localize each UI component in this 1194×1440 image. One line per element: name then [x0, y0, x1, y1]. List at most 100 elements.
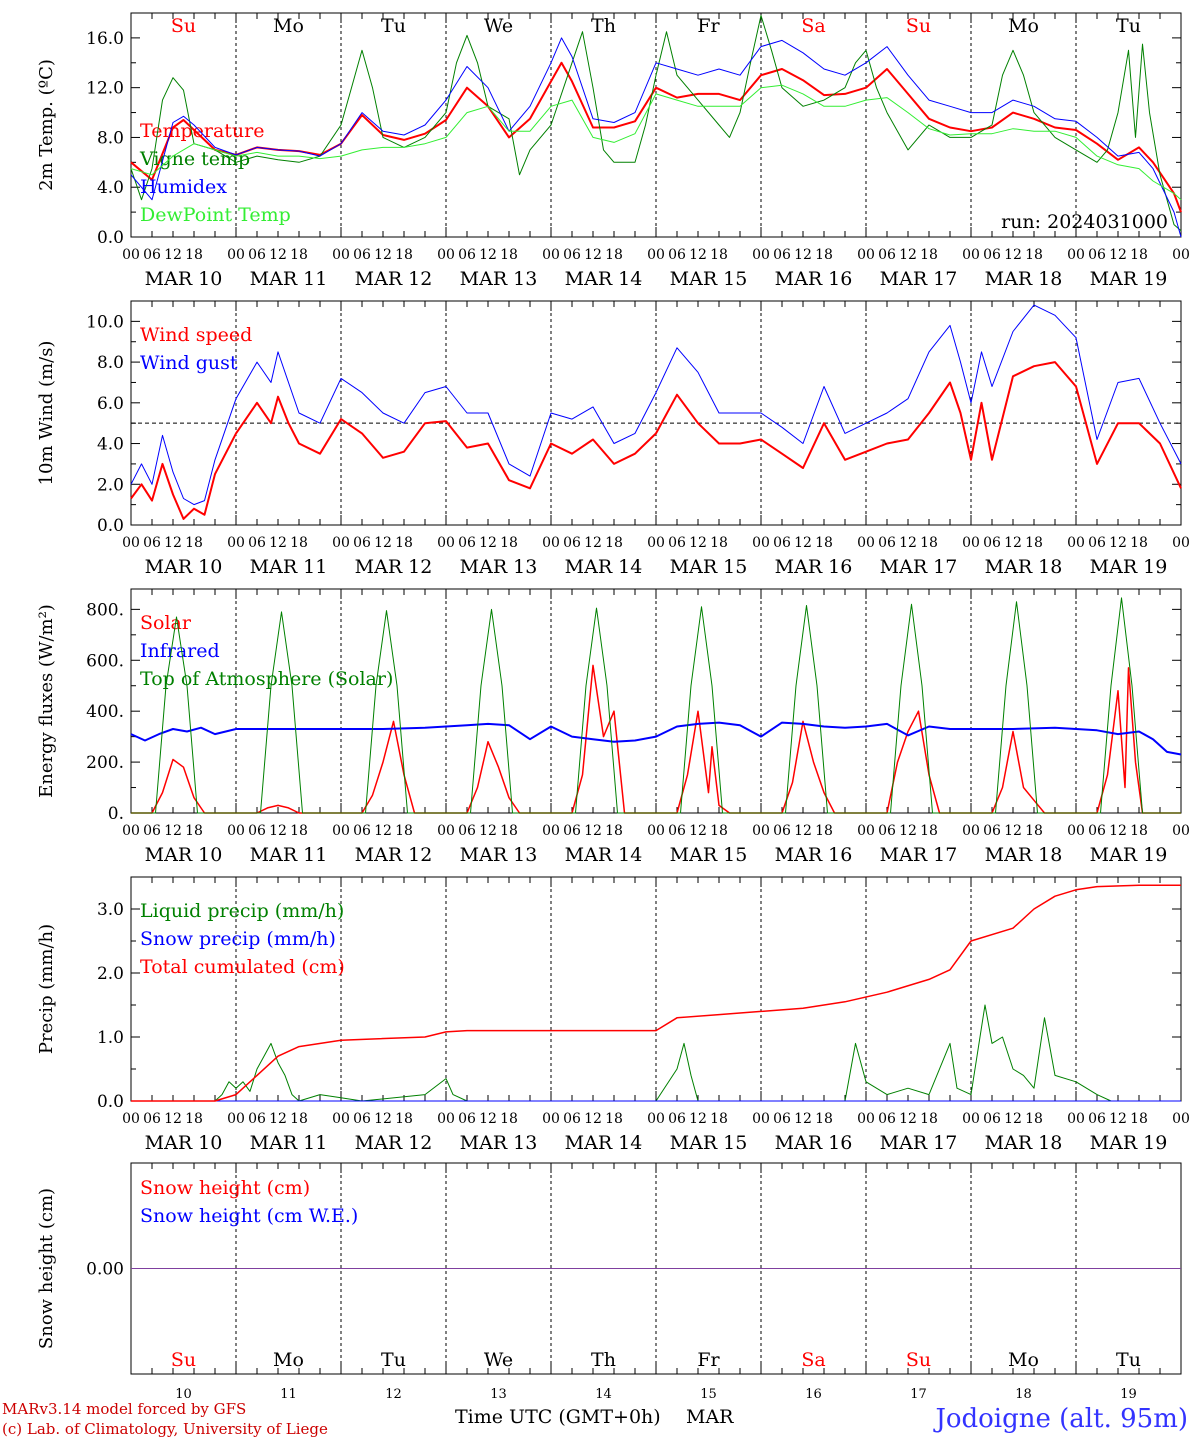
energy-hour-label: 00 [437, 823, 455, 839]
temp-hour-label: 00 [857, 247, 875, 263]
energy-legend-entry: Solar [140, 612, 192, 634]
precip-hour-label: 12 [1109, 1111, 1127, 1127]
precip-hour-label: 12 [899, 1111, 917, 1127]
wind-hour-label: 00 [437, 535, 455, 551]
energy-hour-label: 06 [668, 823, 686, 839]
wind-hour-label: 06 [353, 535, 371, 551]
temp-hour-label: 12 [374, 247, 392, 263]
energy-hour-label: 06 [563, 823, 581, 839]
energy-hour-label: 18 [1025, 823, 1043, 839]
wind-y-tick-label: 6.0 [97, 394, 124, 414]
wind-hour-label: 12 [374, 535, 392, 551]
energy-hour-label: 12 [374, 823, 392, 839]
precip-legend-entry: Total cumulated (cm) [140, 956, 345, 978]
precip-hour-label: 12 [794, 1111, 812, 1127]
wind-frame [130, 300, 1182, 526]
precip-date-label: MAR 12 [355, 1132, 433, 1154]
energy-hour-label: 18 [815, 823, 833, 839]
energy-hour-label: 18 [1130, 823, 1148, 839]
energy-y-tick-label: 400. [86, 702, 124, 722]
energy-hour-label: 12 [899, 823, 917, 839]
wind-hour-label: 18 [1130, 535, 1148, 551]
precip-hour-label: 00 [1172, 1111, 1190, 1127]
energy-hour-label: 00 [542, 823, 560, 839]
temp-hour-label: 18 [1130, 247, 1148, 263]
temp-hour-label: 12 [1109, 247, 1127, 263]
energy-y-tick-label: 0. [108, 804, 124, 824]
precip-hour-label: 00 [857, 1111, 875, 1127]
energy-hour-label: 12 [1004, 823, 1022, 839]
temp-date-label: MAR 19 [1090, 268, 1168, 290]
temp-hour-label: 06 [983, 247, 1001, 263]
wind-date-label: MAR 15 [670, 556, 748, 578]
precip-y-tick-label: 2.0 [97, 964, 124, 984]
temp-hour-label: 06 [1088, 247, 1106, 263]
precip-legend-entry: Snow precip (mm/h) [140, 928, 336, 950]
temp-y-tick-label: 12.0 [86, 79, 124, 99]
energy-hour-label: 12 [164, 823, 182, 839]
temp-hour-label: 12 [794, 247, 812, 263]
panel-energy: 0. 200. 400. 600. 800. Energy fluxes (W/m²) So… [36, 588, 1190, 866]
temp-hour-label: 00 [542, 247, 560, 263]
precip-date-label: MAR 16 [775, 1132, 853, 1154]
temp-hour-label: 12 [479, 247, 497, 263]
wind-hour-label: 18 [815, 535, 833, 551]
day-name-bottom: Sa [801, 1349, 825, 1371]
energy-series-1 [130, 721, 1182, 756]
energy-hour-label: 06 [458, 823, 476, 839]
precip-hour-label: 12 [269, 1111, 287, 1127]
wind-hour-label: 12 [164, 535, 182, 551]
temp-date-label: MAR 18 [985, 268, 1063, 290]
precip-date-label: MAR 15 [670, 1132, 748, 1154]
wind-hour-label: 06 [773, 535, 791, 551]
energy-hour-label: 12 [1109, 823, 1127, 839]
precip-hour-label: 00 [1067, 1111, 1085, 1127]
temp-date-label: MAR 17 [880, 268, 958, 290]
precip-hour-label: 06 [458, 1111, 476, 1127]
wind-hour-label: 06 [878, 535, 896, 551]
precip-hour-label: 00 [122, 1111, 140, 1127]
temp-date-label: MAR 15 [670, 268, 748, 290]
precip-hour-label: 18 [500, 1111, 518, 1127]
temp-hour-label: 06 [563, 247, 581, 263]
panel-snow: 0.00 Snow height (cm) Snow height (cm) Snow… [36, 1162, 1182, 1402]
precip-hour-label: 06 [563, 1111, 581, 1127]
day-name-top: Tu [1116, 15, 1141, 37]
precip-hour-label: 18 [290, 1111, 308, 1127]
temp-hour-label: 00 [1067, 247, 1085, 263]
precip-hour-label: 06 [773, 1111, 791, 1127]
wind-hour-label: 12 [689, 535, 707, 551]
day-number: 13 [490, 1387, 507, 1402]
panel-wind: 0.0 2.0 4.0 6.0 8.0 10.0 10m Wind (m/s) Wind sp… [36, 300, 1190, 578]
day-name-top: Mo [273, 15, 304, 37]
energy-date-label: MAR 11 [250, 844, 328, 866]
day-name-top: Su [906, 15, 931, 37]
temp-series-3 [130, 84, 1182, 201]
temp-hour-label: 06 [353, 247, 371, 263]
wind-date-label: MAR 13 [460, 556, 538, 578]
precip-hour-label: 00 [752, 1111, 770, 1127]
energy-hour-label: 12 [689, 823, 707, 839]
energy-hour-label: 18 [920, 823, 938, 839]
precip-hour-label: 18 [185, 1111, 203, 1127]
temp-y-axis-label: 2m Temp. (ºC) [36, 59, 57, 191]
wind-hour-label: 18 [710, 535, 728, 551]
precip-hour-label: 06 [878, 1111, 896, 1127]
wind-hour-label: 00 [332, 535, 350, 551]
precip-legend-entry: Liquid precip (mm/h) [140, 900, 344, 922]
wind-hour-label: 12 [269, 535, 287, 551]
precip-hour-label: 12 [584, 1111, 602, 1127]
wind-date-label: MAR 10 [145, 556, 223, 578]
energy-hour-label: 18 [290, 823, 308, 839]
wind-y-tick-label: 4.0 [97, 435, 124, 455]
temp-hour-label: 18 [500, 247, 518, 263]
temp-hour-label: 06 [668, 247, 686, 263]
temp-hour-label: 06 [143, 247, 161, 263]
day-name-bottom: Fr [697, 1349, 720, 1371]
temp-hour-label: 18 [1025, 247, 1043, 263]
energy-date-label: MAR 15 [670, 844, 748, 866]
temp-date-label: MAR 11 [250, 268, 328, 290]
temp-date-label: MAR 12 [355, 268, 433, 290]
precip-hour-label: 00 [647, 1111, 665, 1127]
wind-hour-label: 00 [647, 535, 665, 551]
